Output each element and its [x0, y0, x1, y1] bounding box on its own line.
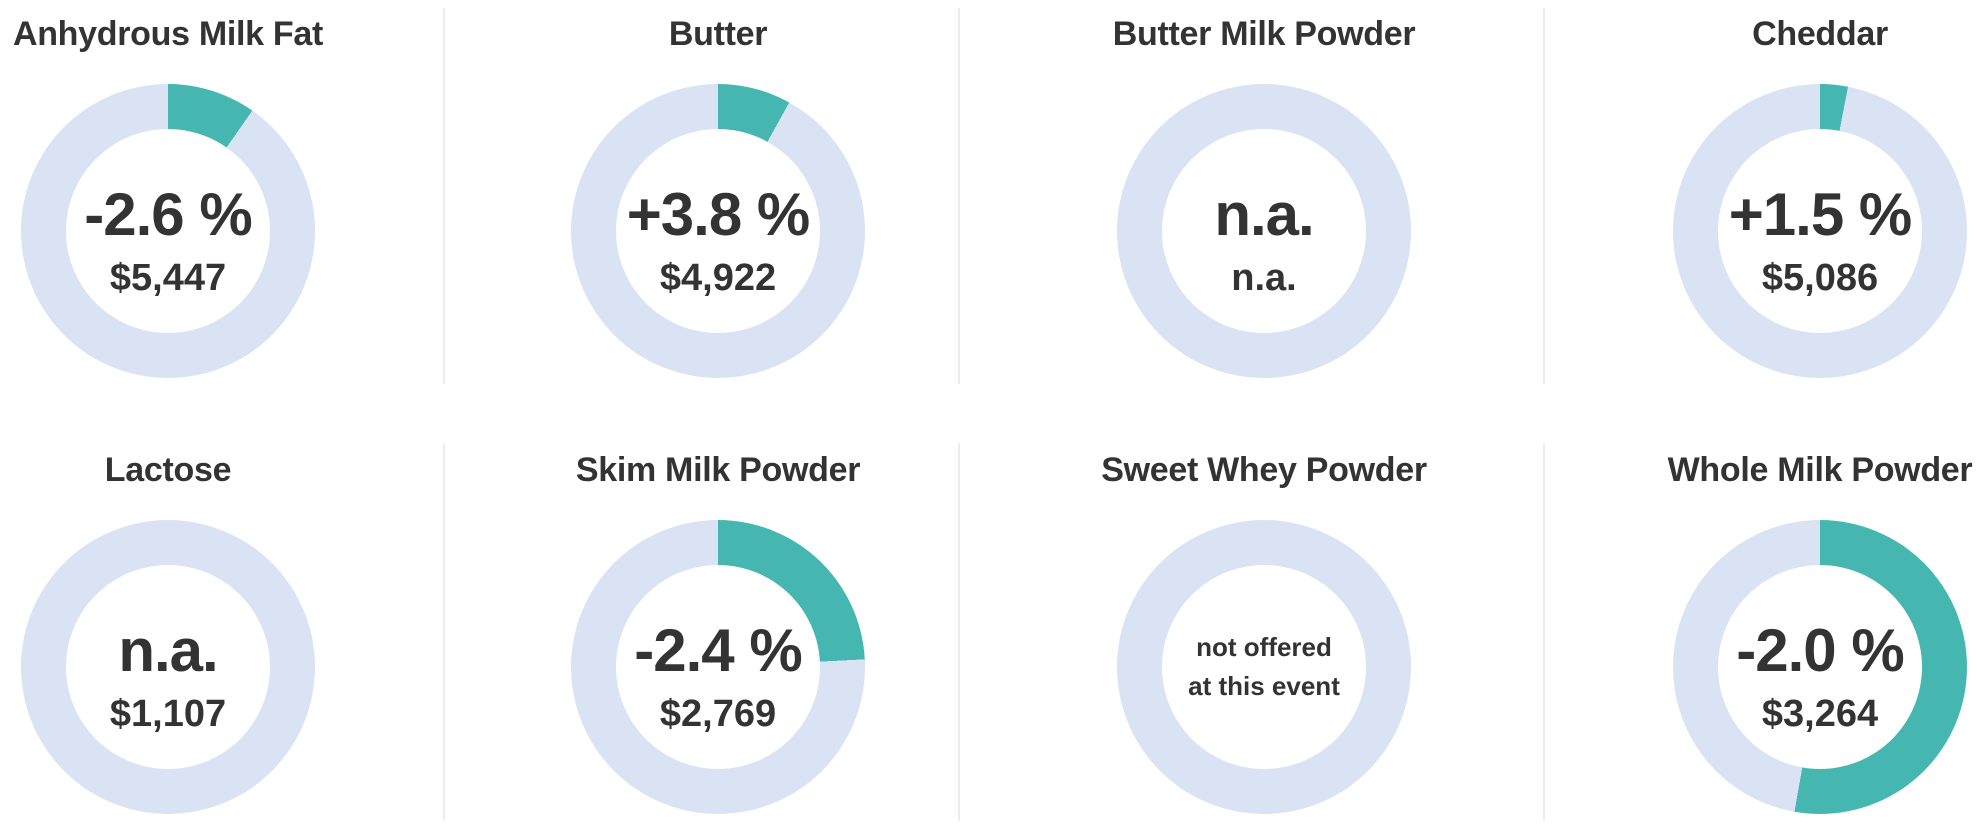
donut-chart: +1.5 % $5,086	[1673, 84, 1967, 378]
divider-row2-col2	[958, 443, 960, 821]
donut-chart: n.a. n.a.	[1117, 84, 1411, 378]
product-title: Whole Milk Powder	[1667, 451, 1973, 489]
card-butter: Butter +3.8 % $4,922	[538, 14, 898, 378]
change-value: -2.4 %	[634, 617, 802, 684]
price-value: $2,769	[659, 693, 777, 735]
change-value: -2.0 %	[1736, 617, 1904, 684]
product-title: Butter Milk Powder	[1112, 15, 1416, 53]
donut-center: -2.6 % $5,447	[66, 129, 270, 333]
donut-chart: n.a. $1,107	[21, 520, 315, 814]
card-cheddar: Cheddar +1.5 % $5,086	[1640, 14, 1978, 378]
card-sweet-whey-powder: Sweet Whey Powder not offered at this ev…	[1084, 450, 1444, 814]
donut-center: -2.4 % $2,769	[616, 565, 820, 769]
card-butter-milk-powder: Butter Milk Powder n.a. n.a.	[1084, 14, 1444, 378]
donut-center: +3.8 % $4,922	[616, 129, 820, 333]
product-title: Anhydrous Milk Fat	[12, 15, 324, 53]
price-value: $4,922	[659, 257, 777, 299]
card-anhydrous-milk-fat: Anhydrous Milk Fat -2.6 % $5,447	[0, 14, 348, 378]
product-title: Lactose	[104, 451, 232, 489]
donut-chart: not offered at this event	[1117, 520, 1411, 814]
divider-row2-col1	[443, 443, 445, 821]
donut-center: not offered at this event	[1162, 565, 1366, 769]
donut-chart: +3.8 % $4,922	[571, 84, 865, 378]
product-title: Sweet Whey Powder	[1101, 451, 1427, 489]
change-value: +1.5 %	[1728, 181, 1912, 248]
price-value: $5,447	[109, 257, 227, 299]
divider-row1-col3	[1543, 8, 1545, 384]
donut-chart: -2.6 % $5,447	[21, 84, 315, 378]
product-title: Butter	[668, 15, 768, 53]
change-value: -2.6 %	[84, 181, 252, 248]
card-lactose: Lactose n.a. $1,107	[0, 450, 348, 814]
donut-center: -2.0 % $3,264	[1718, 565, 1922, 769]
donut-chart: -2.4 % $2,769	[571, 520, 865, 814]
price-value: n.a.	[1231, 257, 1297, 299]
change-value: n.a.	[1214, 181, 1314, 248]
not-offered-note: not offered at this event	[1188, 632, 1340, 701]
divider-row1-col2	[958, 8, 960, 384]
product-title: Skim Milk Powder	[575, 451, 861, 489]
price-value: $3,264	[1761, 693, 1879, 735]
donut-center: n.a. n.a.	[1162, 129, 1366, 333]
card-whole-milk-powder: Whole Milk Powder -2.0 % $3,264	[1640, 450, 1978, 814]
donut-center: +1.5 % $5,086	[1718, 129, 1922, 333]
divider-row1-col1	[443, 8, 445, 384]
donut-chart: -2.0 % $3,264	[1673, 520, 1967, 814]
card-skim-milk-powder: Skim Milk Powder -2.4 % $2,769	[538, 450, 898, 814]
divider-row2-col3	[1543, 443, 1545, 821]
donut-center: n.a. $1,107	[66, 565, 270, 769]
change-value: n.a.	[118, 617, 218, 684]
product-title: Cheddar	[1752, 15, 1888, 53]
change-value: +3.8 %	[626, 181, 810, 248]
price-value: $1,107	[109, 693, 227, 735]
price-value: $5,086	[1761, 257, 1879, 299]
